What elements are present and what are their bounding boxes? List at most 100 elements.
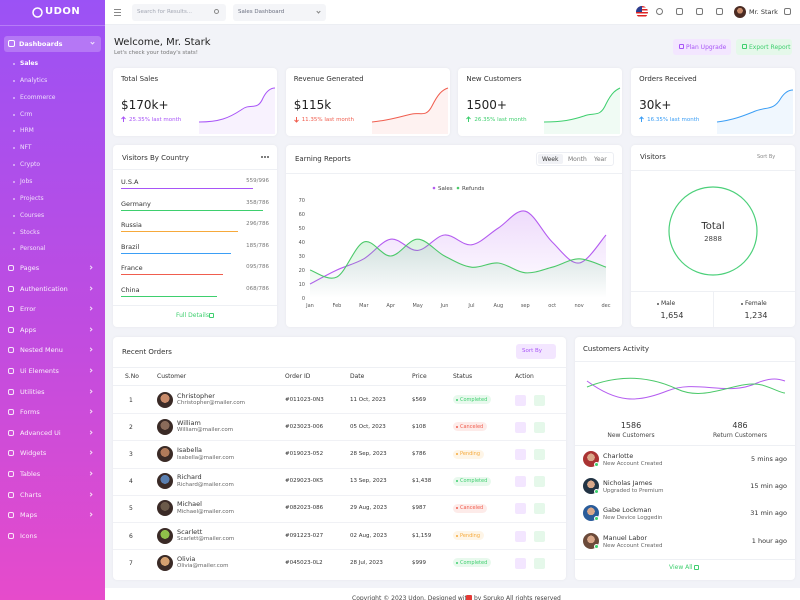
menu-icon[interactable] [114,15,121,16]
select[interactable]: Sales Dashboard [233,4,326,21]
sub-dot [13,231,15,234]
x-tick-label: May [412,303,422,309]
sub-item[interactable]: Courses [20,211,45,219]
card-title: Recent Orders [122,348,172,356]
tab[interactable]: Week [542,156,559,163]
nav-item[interactable]: Ui Elements [20,367,59,375]
header-icon[interactable] [716,8,723,15]
nav-item[interactable]: Pages [20,264,40,272]
menu-icon[interactable] [114,9,121,10]
sub-item[interactable]: Ecommerce [20,93,56,101]
customer-email: Richard@mailer.com [177,481,234,488]
nav-item[interactable]: Apps [20,325,37,334]
delete-button[interactable] [534,530,545,542]
stat-change: 26.35% last month [474,116,527,123]
sort-button[interactable]: Sort By [516,344,556,359]
sort-label: Sort By [522,348,543,354]
delete-button[interactable] [534,503,545,515]
user-name[interactable]: Mr. Stark [749,8,778,16]
nav-item[interactable]: Widgets [20,449,47,458]
nav-item[interactable]: Authentication [20,284,68,293]
sparkline [198,87,276,134]
header-icon[interactable] [656,8,663,15]
country-name: Germany [121,199,151,208]
button[interactable]: Plan Upgrade [673,39,731,55]
header-icon[interactable] [696,8,703,15]
nav-item[interactable]: Utilities [20,387,45,396]
sub-item[interactable]: Crypto [20,161,41,169]
chevron [90,40,95,45]
header-icon[interactable] [676,8,683,15]
customer-email: Michael@mailer.com [177,508,234,515]
tab[interactable]: Year [594,156,607,163]
sparkline-area [717,90,794,134]
delete-button[interactable] [534,449,545,460]
country-name: France [121,264,143,273]
nav-item[interactable]: Error [20,305,36,314]
sub-item[interactable]: Sales [20,60,39,67]
sub-item[interactable]: Stocks [20,228,40,236]
avatar[interactable] [734,6,746,18]
delete-button[interactable] [534,557,545,569]
nav-item[interactable]: Maps [20,511,38,520]
edit-button[interactable] [515,476,526,488]
legend-marker [456,186,460,190]
more-dot[interactable] [261,156,263,158]
sub-item[interactable]: HRM [20,127,34,135]
more-dot[interactable] [267,156,269,158]
more-dot[interactable] [264,156,266,158]
divider [286,173,622,174]
edit-button[interactable] [515,449,526,460]
link-icon [209,313,214,318]
divider [113,367,566,368]
card-link[interactable]: Full Details [176,312,209,319]
footer-text: Copyright © 2023 Udon. Designed with [352,595,471,600]
flag[interactable] [636,6,648,18]
status-pill: Canceled [453,503,488,513]
stat-change: 16.35% last month [647,116,700,123]
edit-button[interactable] [515,557,526,569]
status-text: Completed [460,559,488,566]
icon [8,409,14,416]
edit-button[interactable] [515,503,526,515]
menu-icon[interactable] [114,12,121,13]
edit-button[interactable] [515,530,526,542]
sub-item[interactable]: Jobs [20,177,33,185]
customer-name: Scarlett [177,527,203,536]
button[interactable]: Export Report [736,39,792,55]
x-tick-label: Jan [305,303,314,309]
sub-item[interactable]: Crm [20,110,33,118]
nav-item[interactable]: Forms [20,408,40,417]
delete-button[interactable] [534,394,545,406]
delete-button[interactable] [534,476,545,488]
nav-item[interactable]: Advanced Ui [20,428,61,437]
column-header: Customer [157,373,187,380]
chevron [88,409,93,414]
status-pill: Pending [453,531,484,541]
country-bar [121,209,263,211]
card-link[interactable]: View All [669,564,693,571]
nav-item[interactable]: Icons [20,531,37,540]
row-number: 4 [129,478,133,486]
nav-item[interactable]: Charts [20,490,42,499]
sort-button[interactable]: Sort By [757,154,776,160]
status-dot [456,507,458,510]
sub-item[interactable]: Projects [20,194,44,202]
sub-item[interactable]: Analytics [20,76,48,84]
chevron [88,368,93,373]
header-icon[interactable] [784,8,791,15]
search-box[interactable]: Search for Results... [132,4,226,21]
nav-item[interactable]: Tables [20,470,41,478]
row-divider [113,522,566,523]
chevron [88,265,93,270]
delete-button[interactable] [534,421,545,433]
edit-button[interactable] [515,394,526,406]
nav-item[interactable]: Nested Menu [20,346,63,355]
search-placeholder: Search for Results... [137,9,193,15]
tab[interactable]: Month [568,156,587,163]
nav-item-active[interactable]: Dashboards [4,36,101,52]
sub-item[interactable]: Personal [20,245,46,253]
button-icon [742,44,747,49]
edit-button[interactable] [515,421,526,433]
sub-item[interactable]: NFT [20,144,32,152]
